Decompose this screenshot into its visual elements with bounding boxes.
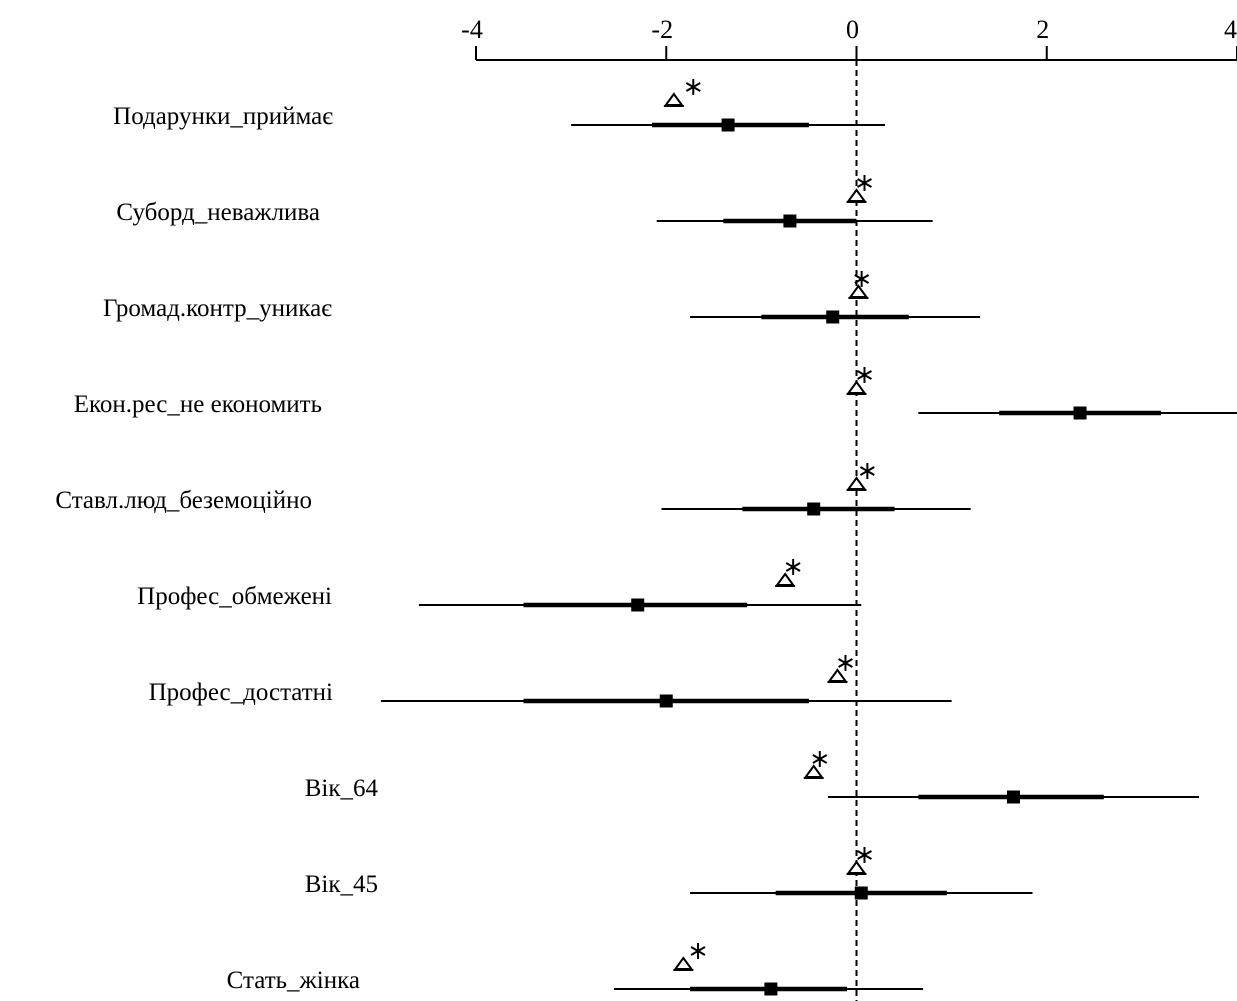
triangle-marker [827,668,848,682]
star-stroke [838,658,853,668]
estimate-marker [1006,790,1020,804]
estimate-marker [659,694,673,708]
star-marker [812,751,828,767]
estimate-marker [764,982,778,996]
star-marker [857,367,872,383]
row-label: Ставл.люд_беземоційно [55,487,312,514]
row-label: Стать_жінка [227,967,360,994]
triangle-marker [803,764,824,778]
row-label: Громад.контр_уникає [103,295,332,322]
x-tick-label: -2 [651,15,673,44]
triangle-marker [848,284,869,298]
x-axis: -4 -2 0 2 4 [461,15,1237,61]
row-label: Вік_64 [305,775,379,802]
row-label: Суборд_неважлива [116,199,320,226]
row-label: Профес_достатні [149,679,333,706]
x-tick-label: -4 [461,15,483,44]
star-marker [838,655,853,671]
triangle-marker [846,476,867,490]
estimate-marker [783,214,797,228]
star-marker [690,943,706,959]
star-marker [685,79,701,95]
estimate-marker [854,886,868,900]
star-marker [854,271,870,287]
star-marker [857,175,872,191]
triangle-marker [663,92,684,106]
star-marker [857,847,872,863]
star-stroke [857,370,872,380]
row-label: Екон.рес_не економить [74,391,322,418]
estimate-marker [807,502,821,516]
plot-rows [380,60,1237,1001]
x-tick-label: 4 [1224,15,1237,44]
star-marker [785,559,801,575]
triangle-marker [775,572,796,586]
star-stroke [785,562,801,572]
estimate-marker [721,118,735,132]
star-stroke [690,946,706,956]
row-label: Профес_обмежені [137,583,332,610]
estimate-marker [826,310,840,324]
star-stroke [685,82,701,92]
star-stroke [859,466,875,476]
star-stroke [854,274,870,284]
row-labels: Подарунки_приймає Суборд_неважлива Громад.… [55,103,378,994]
star-stroke [857,178,872,188]
star-stroke [812,754,828,764]
star-marker [859,463,875,479]
estimate-marker [1073,406,1087,420]
triangle-marker [846,380,867,394]
x-tick-label: 0 [846,15,859,44]
row-label: Вік_45 [305,871,378,898]
row-label: Подарунки_приймає [113,103,333,130]
star-stroke [857,850,872,860]
x-tick-label: 2 [1036,15,1049,44]
estimate-marker [631,598,645,612]
triangle-marker [846,188,867,202]
triangle-marker [846,860,867,874]
triangle-marker [673,956,694,970]
